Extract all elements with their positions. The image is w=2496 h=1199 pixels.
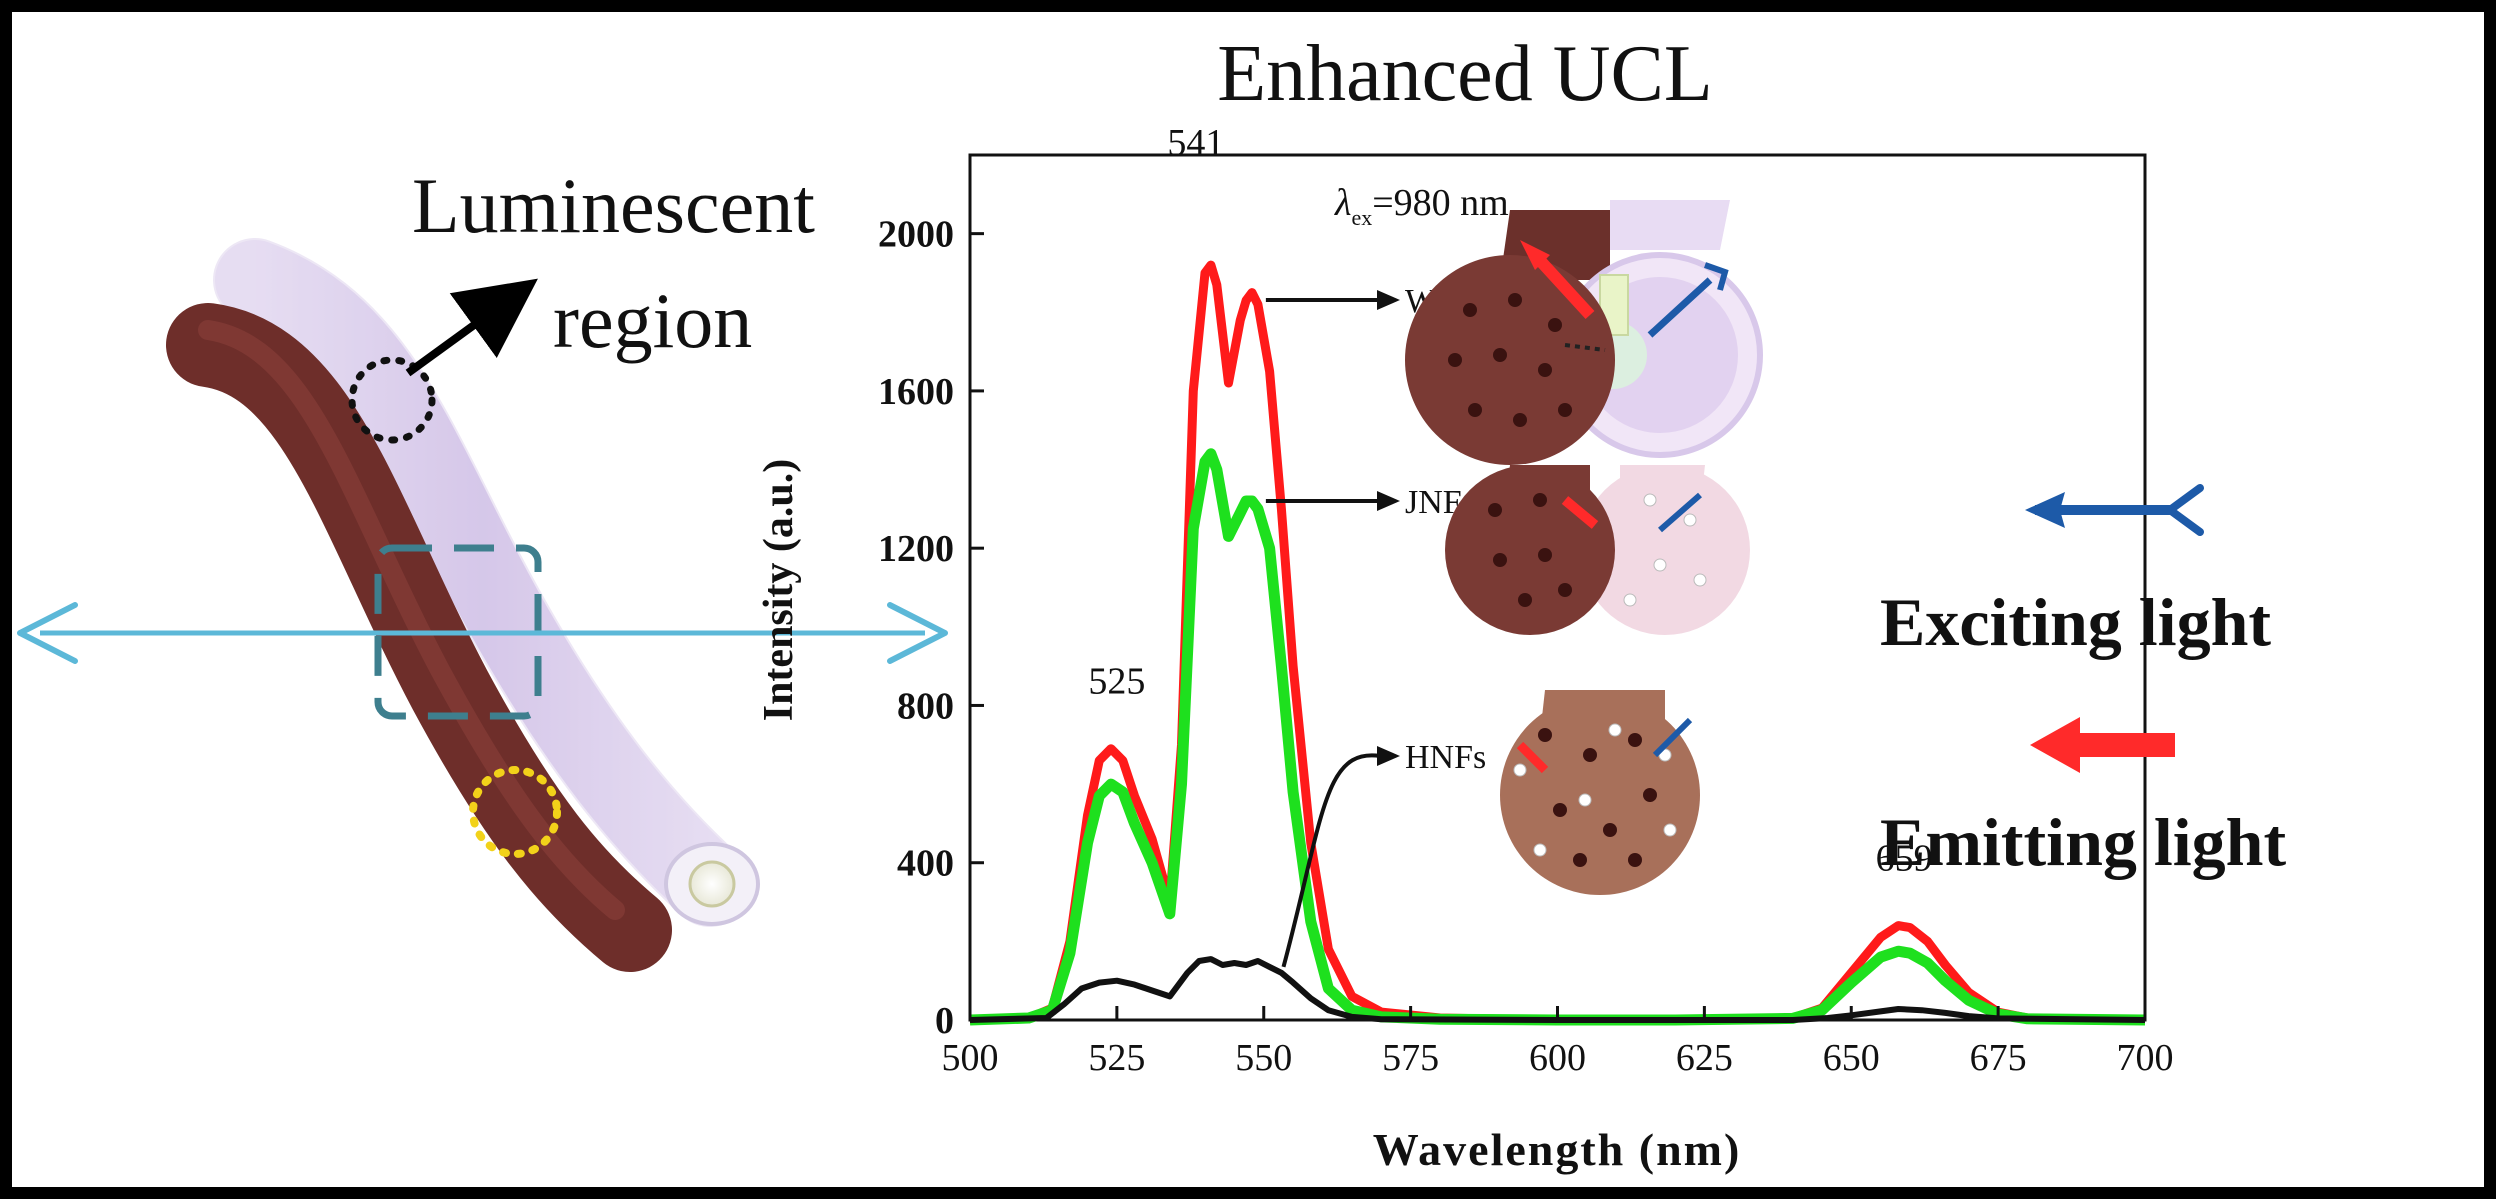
x-tick-label: 675 <box>1970 1037 2027 1079</box>
x-tick-label: 525 <box>1088 1037 1145 1079</box>
peak-label: 525 <box>1088 661 1145 703</box>
axis-layer: 500 525 550 575 600 625 650 675 700 0 400 800 1200 16… <box>878 214 2174 1079</box>
solid-fiber-highlight <box>198 320 625 920</box>
y-tick-label: 2000 <box>878 214 954 256</box>
inset-hnfs-diagram <box>1500 690 1700 895</box>
hollow-fiber-tube-edge <box>213 238 752 927</box>
blue-arrow-left-icon <box>2025 484 2204 536</box>
excitation-subscript: ex <box>1351 205 1372 230</box>
probe-light-arrow <box>17 602 948 664</box>
series-callout-arrowhead <box>1377 746 1400 766</box>
y-tick-label: 1600 <box>878 371 954 413</box>
x-axis-label: Wavelength (nm) <box>1373 1124 1742 1175</box>
series-callout-arrowhead <box>1377 491 1400 511</box>
x-tick-label: 650 <box>1823 1037 1880 1079</box>
series-callout-arrowhead <box>1377 290 1400 310</box>
series-line-hnfs <box>969 956 2146 1023</box>
emitting-light-label: Emitting light <box>1880 804 2286 880</box>
series-label: HNFs <box>1405 739 1486 776</box>
luminescent-label: Luminescent <box>412 162 815 249</box>
y-tick-label: 0 <box>935 1000 954 1042</box>
inset-jnfs-diagram <box>1445 465 1750 635</box>
y-tick-label: 800 <box>897 685 954 727</box>
emitting-light-legend: Emitting light <box>1880 717 2286 880</box>
x-tick-label: 625 <box>1676 1037 1733 1079</box>
series-callout-line <box>1281 753 1381 968</box>
luminescent-region-marker <box>348 356 436 444</box>
hollow-fiber-tube <box>215 240 750 925</box>
region-label: region <box>553 277 752 364</box>
yellow-region-marker <box>469 766 561 858</box>
page-title: Enhanced UCL <box>1217 30 1712 118</box>
x-tick-label: 575 <box>1382 1037 1439 1079</box>
fiber-illustration <box>17 238 948 972</box>
series-layer <box>969 260 2146 1026</box>
red-arrow-left-icon <box>2030 717 2175 773</box>
series-line-wjnfs-2-0 <box>969 260 2146 1025</box>
x-tick-label: 700 <box>2117 1037 2174 1079</box>
tube-inner-core <box>688 860 736 908</box>
exciting-light-legend: Exciting light <box>1880 484 2271 660</box>
x-tick-label: 600 <box>1529 1037 1586 1079</box>
exciting-light-label: Exciting light <box>1880 584 2271 660</box>
peak-label: 659 <box>1876 838 1933 880</box>
y-axis-label: Intensity (a.u.) <box>756 459 802 722</box>
excitation-annotation: λex=980 nm <box>1334 182 1509 230</box>
y-tick-label: 1200 <box>878 528 954 570</box>
excitation-value: =980 nm <box>1372 182 1509 224</box>
series-line-jnfs <box>969 448 2146 1026</box>
y-tick-label: 400 <box>897 843 954 885</box>
lambda-symbol: λ <box>1334 182 1351 224</box>
x-tick-label: 500 <box>942 1037 999 1079</box>
luminescent-pointer-arrow <box>405 278 538 377</box>
inset-wjnfs-diagram <box>1405 200 1763 465</box>
peak-label: 541 <box>1167 122 1224 164</box>
x-tick-label: 550 <box>1235 1037 1292 1079</box>
